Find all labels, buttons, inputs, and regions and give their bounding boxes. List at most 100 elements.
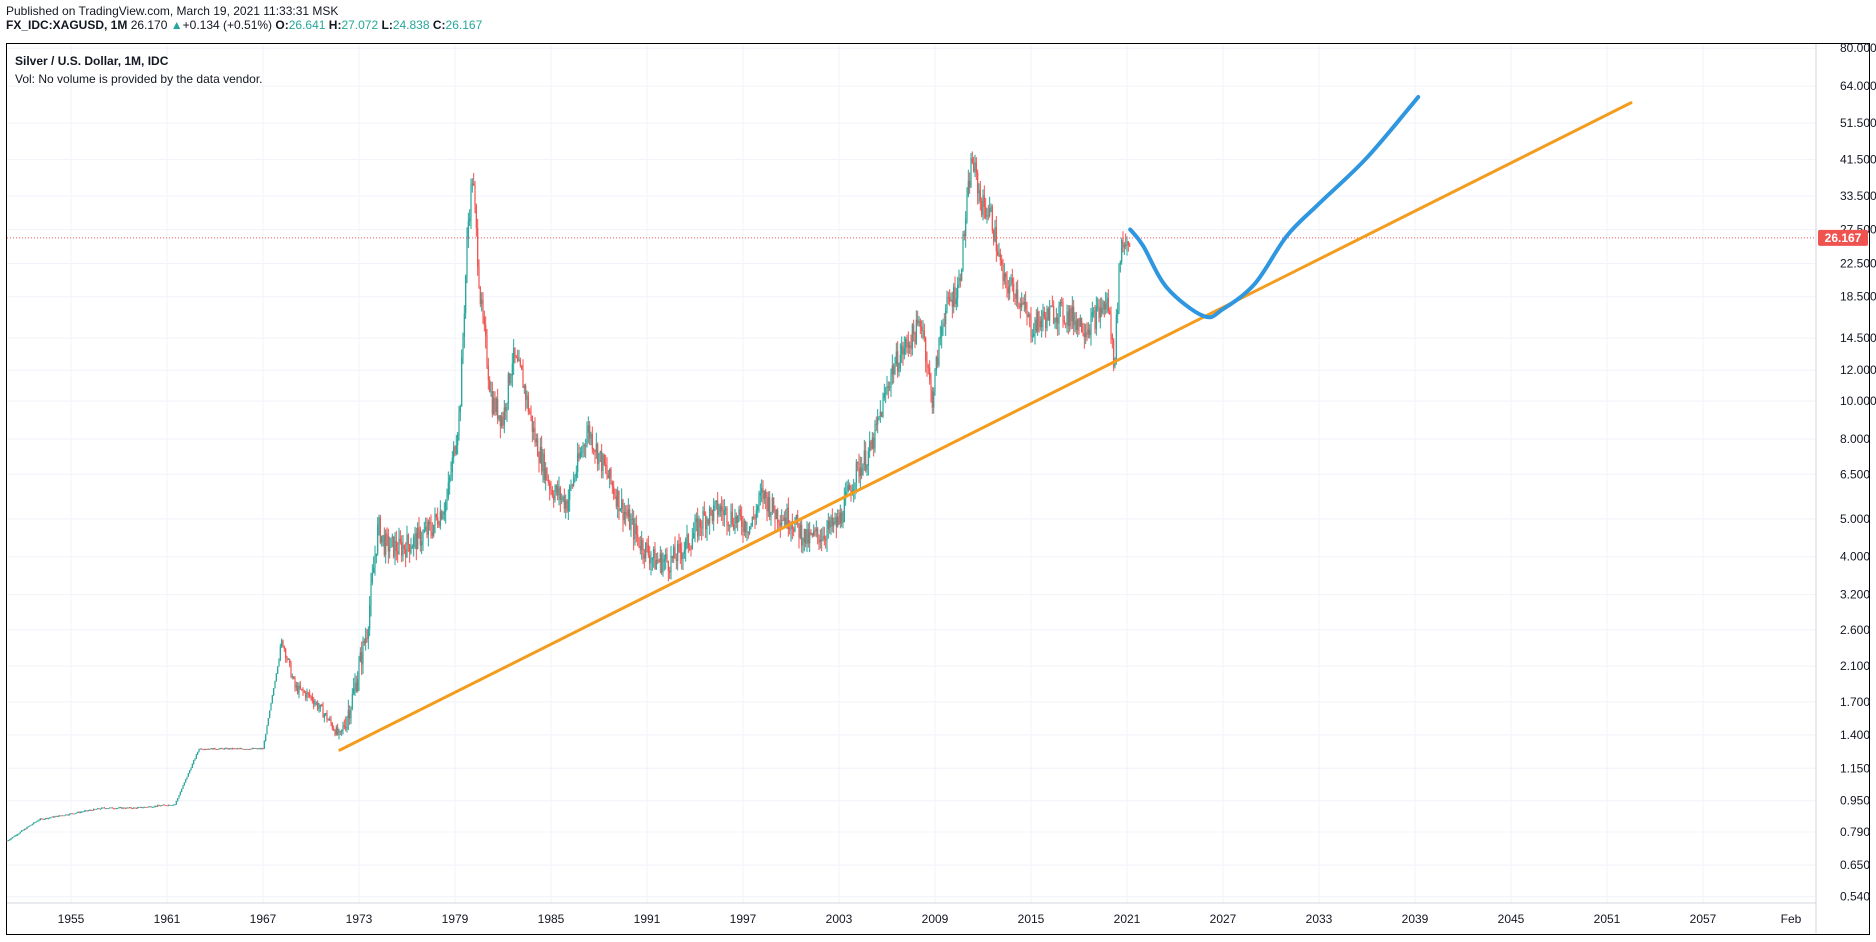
- y-tick-label: 22.500: [1840, 257, 1876, 271]
- candle-body: [91, 810, 93, 812]
- candle-body: [1126, 241, 1128, 246]
- candle-body: [483, 316, 485, 325]
- candle-body: [47, 817, 49, 819]
- candle-body: [789, 528, 791, 530]
- candle-body: [331, 723, 333, 729]
- candle-body: [805, 529, 807, 544]
- candle-body: [561, 497, 563, 500]
- candle-body: [910, 345, 912, 349]
- candle-body: [811, 532, 813, 536]
- candle-body: [906, 339, 908, 343]
- candle-body: [863, 450, 865, 465]
- chart-frame[interactable]: [6, 43, 1870, 935]
- candle-body: [774, 511, 776, 520]
- candle-body: [61, 815, 63, 817]
- candle-body: [251, 748, 253, 750]
- candle-body: [1105, 303, 1107, 310]
- candle-body: [358, 661, 360, 680]
- candle-body: [434, 514, 436, 525]
- candle-body: [255, 748, 257, 750]
- candle-body: [161, 805, 163, 807]
- candle-body: [1019, 304, 1021, 308]
- candle-body: [381, 535, 383, 543]
- candle-body: [818, 535, 820, 543]
- candle-body: [1123, 244, 1125, 248]
- candle-body: [930, 379, 932, 391]
- candle-body: [186, 776, 188, 780]
- candle-body: [743, 521, 745, 533]
- candle-body: [1117, 310, 1119, 315]
- candle-body: [630, 520, 632, 530]
- candle-body: [587, 425, 589, 433]
- candle-body: [1011, 277, 1013, 284]
- candle-body: [419, 529, 421, 546]
- candle-body: [425, 526, 427, 531]
- candle-body: [297, 685, 299, 694]
- candle-body: [30, 824, 32, 826]
- candle-body: [898, 368, 900, 372]
- candle-body: [1079, 318, 1081, 327]
- candle-body: [499, 415, 501, 427]
- candle-body: [1129, 244, 1131, 247]
- candle-body: [125, 808, 127, 810]
- candle-body: [1063, 320, 1065, 323]
- candle-body: [814, 530, 816, 532]
- candle-body: [449, 477, 451, 483]
- candle-body: [339, 731, 341, 732]
- candle-body: [547, 480, 549, 483]
- candle-body: [225, 748, 227, 749]
- candle-body: [883, 393, 885, 399]
- candle-body: [541, 446, 543, 472]
- candle-body: [149, 806, 151, 808]
- candle-body: [143, 806, 145, 808]
- candle-body: [766, 497, 768, 512]
- candle-body: [694, 521, 696, 534]
- candle-body: [803, 529, 805, 543]
- candle-body: [98, 808, 100, 810]
- candle-body: [291, 676, 293, 678]
- candle-body: [79, 812, 81, 813]
- candle-body: [1042, 311, 1044, 320]
- candle-body: [181, 788, 183, 793]
- candle-body: [545, 467, 547, 480]
- candle-body: [106, 808, 108, 810]
- candle-body: [257, 748, 259, 750]
- candle-body: [261, 748, 263, 750]
- candle-body: [590, 433, 592, 439]
- candle-body: [1118, 264, 1120, 311]
- candle-body: [235, 748, 237, 750]
- candle-body: [46, 818, 48, 819]
- candle-body: [723, 509, 725, 516]
- candle-body: [521, 365, 523, 370]
- candle-body: [153, 806, 155, 808]
- open-label: O:: [275, 18, 289, 32]
- candle-body: [706, 519, 708, 530]
- candle-body: [109, 807, 111, 809]
- candle-body: [75, 812, 77, 814]
- candle-body: [573, 478, 575, 486]
- candle-body: [933, 391, 935, 408]
- candle-body: [865, 450, 867, 471]
- candle-body: [399, 538, 401, 543]
- y-tick-label: 1.400: [1840, 728, 1870, 742]
- candle-body: [993, 230, 995, 241]
- x-tick-label: 1973: [346, 912, 373, 926]
- candle-body: [142, 807, 144, 809]
- candle-body: [911, 324, 913, 349]
- y-tick-label: 14.500: [1840, 331, 1876, 345]
- candle-body: [946, 297, 948, 311]
- candle-body: [583, 445, 585, 447]
- candle-body: [333, 728, 335, 731]
- candle-body: [853, 489, 855, 491]
- candle-body: [799, 524, 801, 538]
- candle-body: [87, 810, 89, 812]
- candle-body: [538, 456, 540, 463]
- candle-body: [690, 548, 692, 550]
- candle-body: [74, 813, 76, 815]
- candle-body: [787, 507, 789, 529]
- candle-body: [29, 825, 31, 827]
- x-tick-label: 1991: [634, 912, 661, 926]
- candle-body: [618, 490, 620, 511]
- candle-body: [126, 807, 128, 809]
